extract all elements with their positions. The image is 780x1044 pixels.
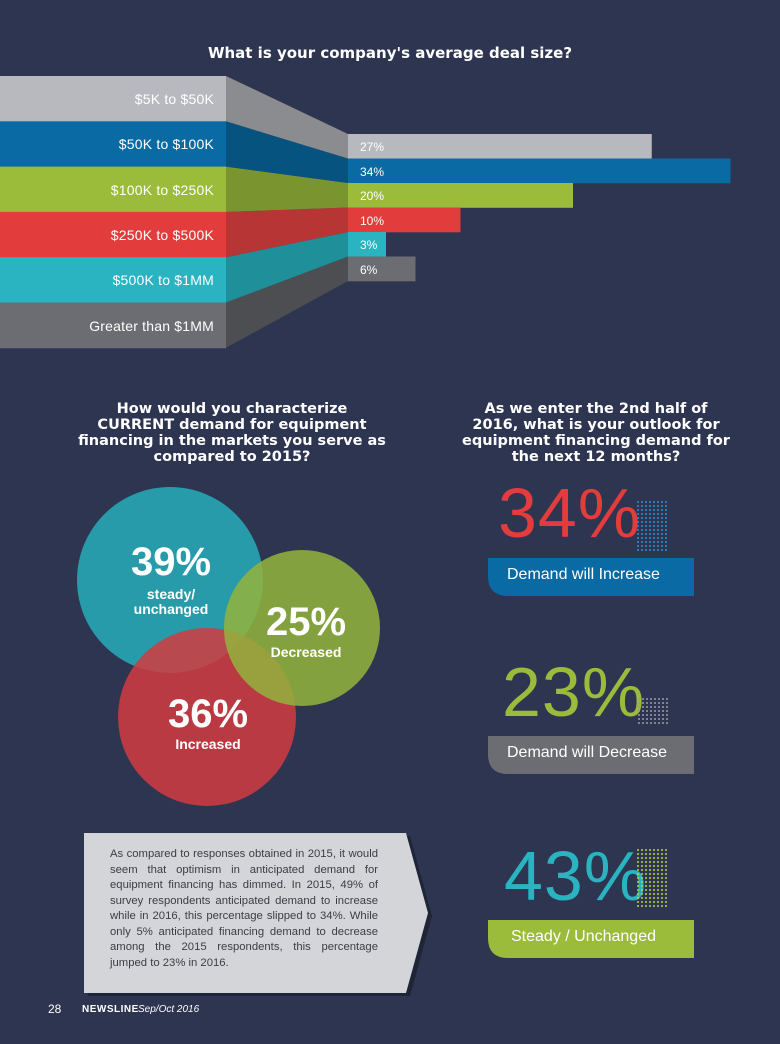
deal-value-label-0: 27% (360, 140, 385, 154)
outlook-decrease-label: Demand will Decrease (507, 744, 668, 761)
deal-bar-0 (348, 134, 652, 159)
outlook-decrease-dots (638, 698, 668, 724)
deal-category-label-4: $500K to $1MM (112, 272, 214, 289)
venn-decreased-label: Decreased (270, 644, 342, 660)
deal-ribbon-0 (226, 76, 348, 159)
deal-ribbon-4 (226, 232, 348, 303)
outlook-steady-dots (637, 849, 667, 907)
outlook-increase-value: 34% (498, 474, 642, 552)
outlook-decrease-value: 23% (502, 653, 646, 731)
page-number: 28 (48, 1002, 62, 1016)
deal-category-label-3: $250K to $500K (110, 226, 214, 243)
deal-value-label-1: 34% (360, 164, 385, 179)
deal-category-label-5: Greater than $1MM (89, 317, 214, 334)
deal-band-0 (0, 76, 226, 122)
deal-band-3 (0, 211, 226, 258)
deal-band-2 (0, 166, 226, 213)
deal-value-label-4: 3% (360, 238, 378, 252)
deal-bar-1 (348, 158, 731, 184)
publication-name: NEWSLINE (82, 1004, 139, 1015)
deal-value-label-2: 20% (360, 189, 385, 203)
note-text: As compared to responses obtained in 201… (110, 848, 378, 969)
deal-bar-4 (348, 232, 386, 257)
deal-bar-3 (348, 207, 461, 233)
venn-increased-value: 36% (167, 692, 249, 736)
deal-size-title: What is your company's average deal size… (207, 44, 573, 62)
deal-category-label-2: $100K to $250K (110, 181, 214, 198)
deal-category-label-0: $5K to $50K (134, 91, 214, 107)
deal-band-1 (0, 121, 226, 168)
deal-value-label-5: 6% (360, 262, 378, 277)
outlook-increase-dots (637, 501, 667, 551)
deal-ribbon-1 (226, 121, 348, 183)
deal-ribbon-3 (226, 207, 348, 258)
venn-increased-label: Increased (175, 736, 241, 752)
deal-size-chart (0, 76, 731, 349)
outlook-steady-label: Steady / Unchanged (511, 928, 656, 945)
outlook-decrease-pill (488, 736, 694, 774)
venn-decreased-value: 25% (265, 600, 347, 644)
deal-ribbon-2 (226, 166, 348, 212)
deal-bar-2 (348, 183, 573, 208)
deal-value-label-3: 10% (360, 213, 385, 228)
issue-date: Sep/Oct 2016 (138, 1004, 200, 1015)
outlook-title: As we enter the 2nd half of 2016, what i… (462, 401, 730, 465)
deal-band-4 (0, 257, 226, 303)
deal-category-label-1: $50K to $100K (118, 136, 214, 153)
venn-circle-decreased (224, 550, 380, 706)
outlook-increase-pill (488, 558, 694, 596)
outlook-steady-pill (488, 920, 694, 958)
deal-band-5 (0, 302, 226, 349)
outlook-increase-label: Demand will Increase (507, 566, 660, 583)
deal-bar-5 (348, 256, 416, 282)
deal-ribbon-5 (226, 256, 348, 348)
venn-circle-steady (77, 487, 263, 673)
venn-steady-value: 39% (130, 540, 212, 584)
current-demand-title: How would you characterize CURRENT deman… (78, 401, 386, 465)
venn-steady-label: steady/ unchanged (133, 586, 209, 617)
outlook-steady-value: 43% (504, 837, 648, 915)
